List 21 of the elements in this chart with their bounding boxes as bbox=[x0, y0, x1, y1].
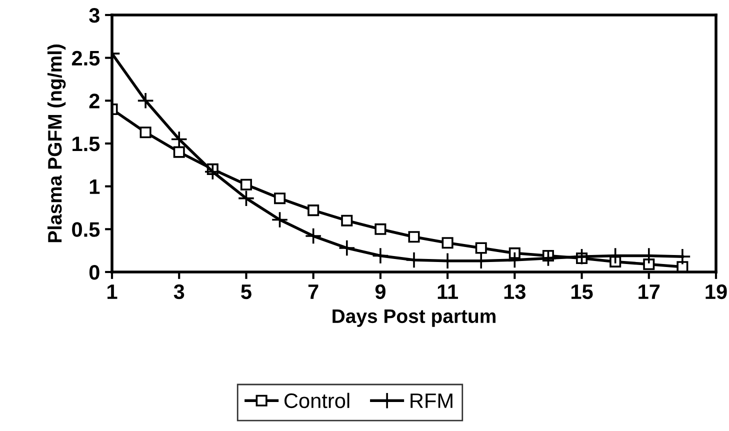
x-tick-label: 5 bbox=[241, 284, 252, 300]
y-tick-label: 2.5 bbox=[72, 50, 100, 66]
x-tick-label: 17 bbox=[638, 284, 660, 299]
x-tick-label: 13 bbox=[504, 284, 526, 300]
x-tick-label: 15 bbox=[572, 284, 593, 300]
x-tick-label: 3 bbox=[174, 284, 184, 300]
x-tick-label: 7 bbox=[308, 284, 318, 299]
x-tick-label: 19 bbox=[706, 284, 727, 300]
x-tick-label: 11 bbox=[438, 284, 458, 299]
x-tick-label: 1 bbox=[108, 284, 118, 299]
legend-label: RFM bbox=[410, 394, 452, 408]
y-tick-label: 0 bbox=[89, 265, 100, 280]
x-tick-label: 9 bbox=[375, 284, 386, 300]
y-tick-label: 0.5 bbox=[72, 222, 100, 237]
x-axis-title: Days Post partum bbox=[332, 309, 496, 327]
y-tick-label: 1 bbox=[90, 180, 100, 194]
y-tick-label: 1.5 bbox=[72, 136, 100, 152]
y-axis-title: Plasma PGFM (ng/ml) bbox=[47, 44, 66, 242]
y-tick-label: 2 bbox=[89, 94, 100, 108]
y-tick-label: 3 bbox=[89, 8, 100, 23]
legend-label: Control bbox=[284, 392, 350, 408]
